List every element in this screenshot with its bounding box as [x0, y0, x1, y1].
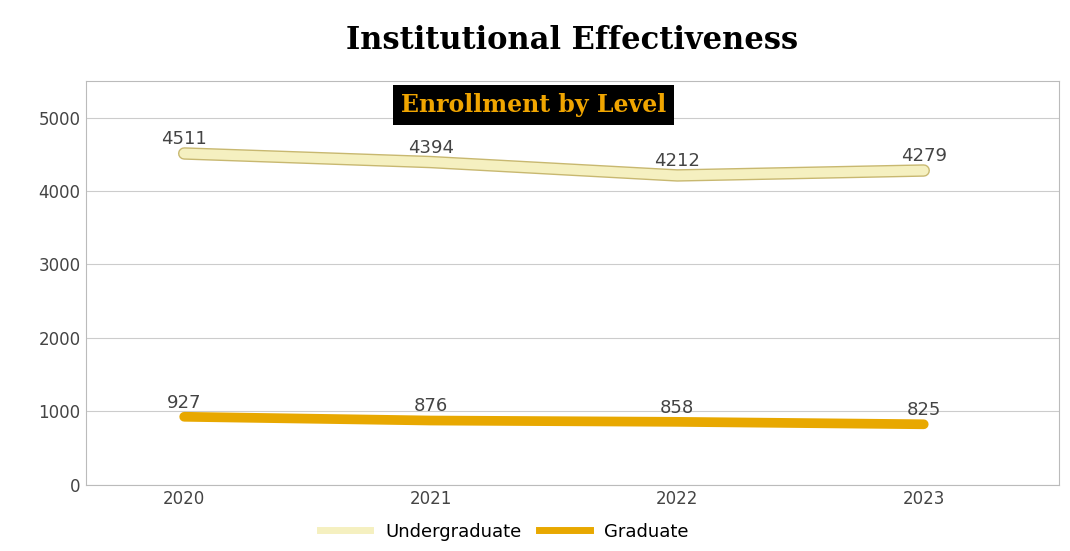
Graduate — [917, 421, 930, 428]
Undergraduate — [917, 167, 930, 174]
Legend: Undergraduate, Graduate: Undergraduate, Graduate — [312, 516, 696, 549]
Text: Institutional Effectiveness: Institutional Effectiveness — [347, 25, 798, 56]
Graduate — [425, 417, 438, 424]
Undergraduate — [178, 150, 190, 157]
Graduate — [178, 413, 190, 420]
Text: 825: 825 — [906, 401, 941, 419]
Text: 927: 927 — [167, 393, 201, 412]
Text: 4212: 4212 — [654, 152, 700, 170]
Line: Graduate: Graduate — [184, 417, 923, 424]
Line: Undergraduate: Undergraduate — [184, 154, 923, 175]
Undergraduate — [425, 159, 438, 165]
Text: 4279: 4279 — [901, 147, 947, 165]
Graduate — [671, 419, 684, 425]
Text: 4394: 4394 — [408, 139, 454, 157]
Text: 4511: 4511 — [162, 131, 208, 148]
Text: 858: 858 — [660, 399, 694, 417]
Text: 876: 876 — [414, 397, 448, 415]
Undergraduate — [671, 172, 684, 179]
Text: Enrollment by Level: Enrollment by Level — [401, 93, 667, 117]
